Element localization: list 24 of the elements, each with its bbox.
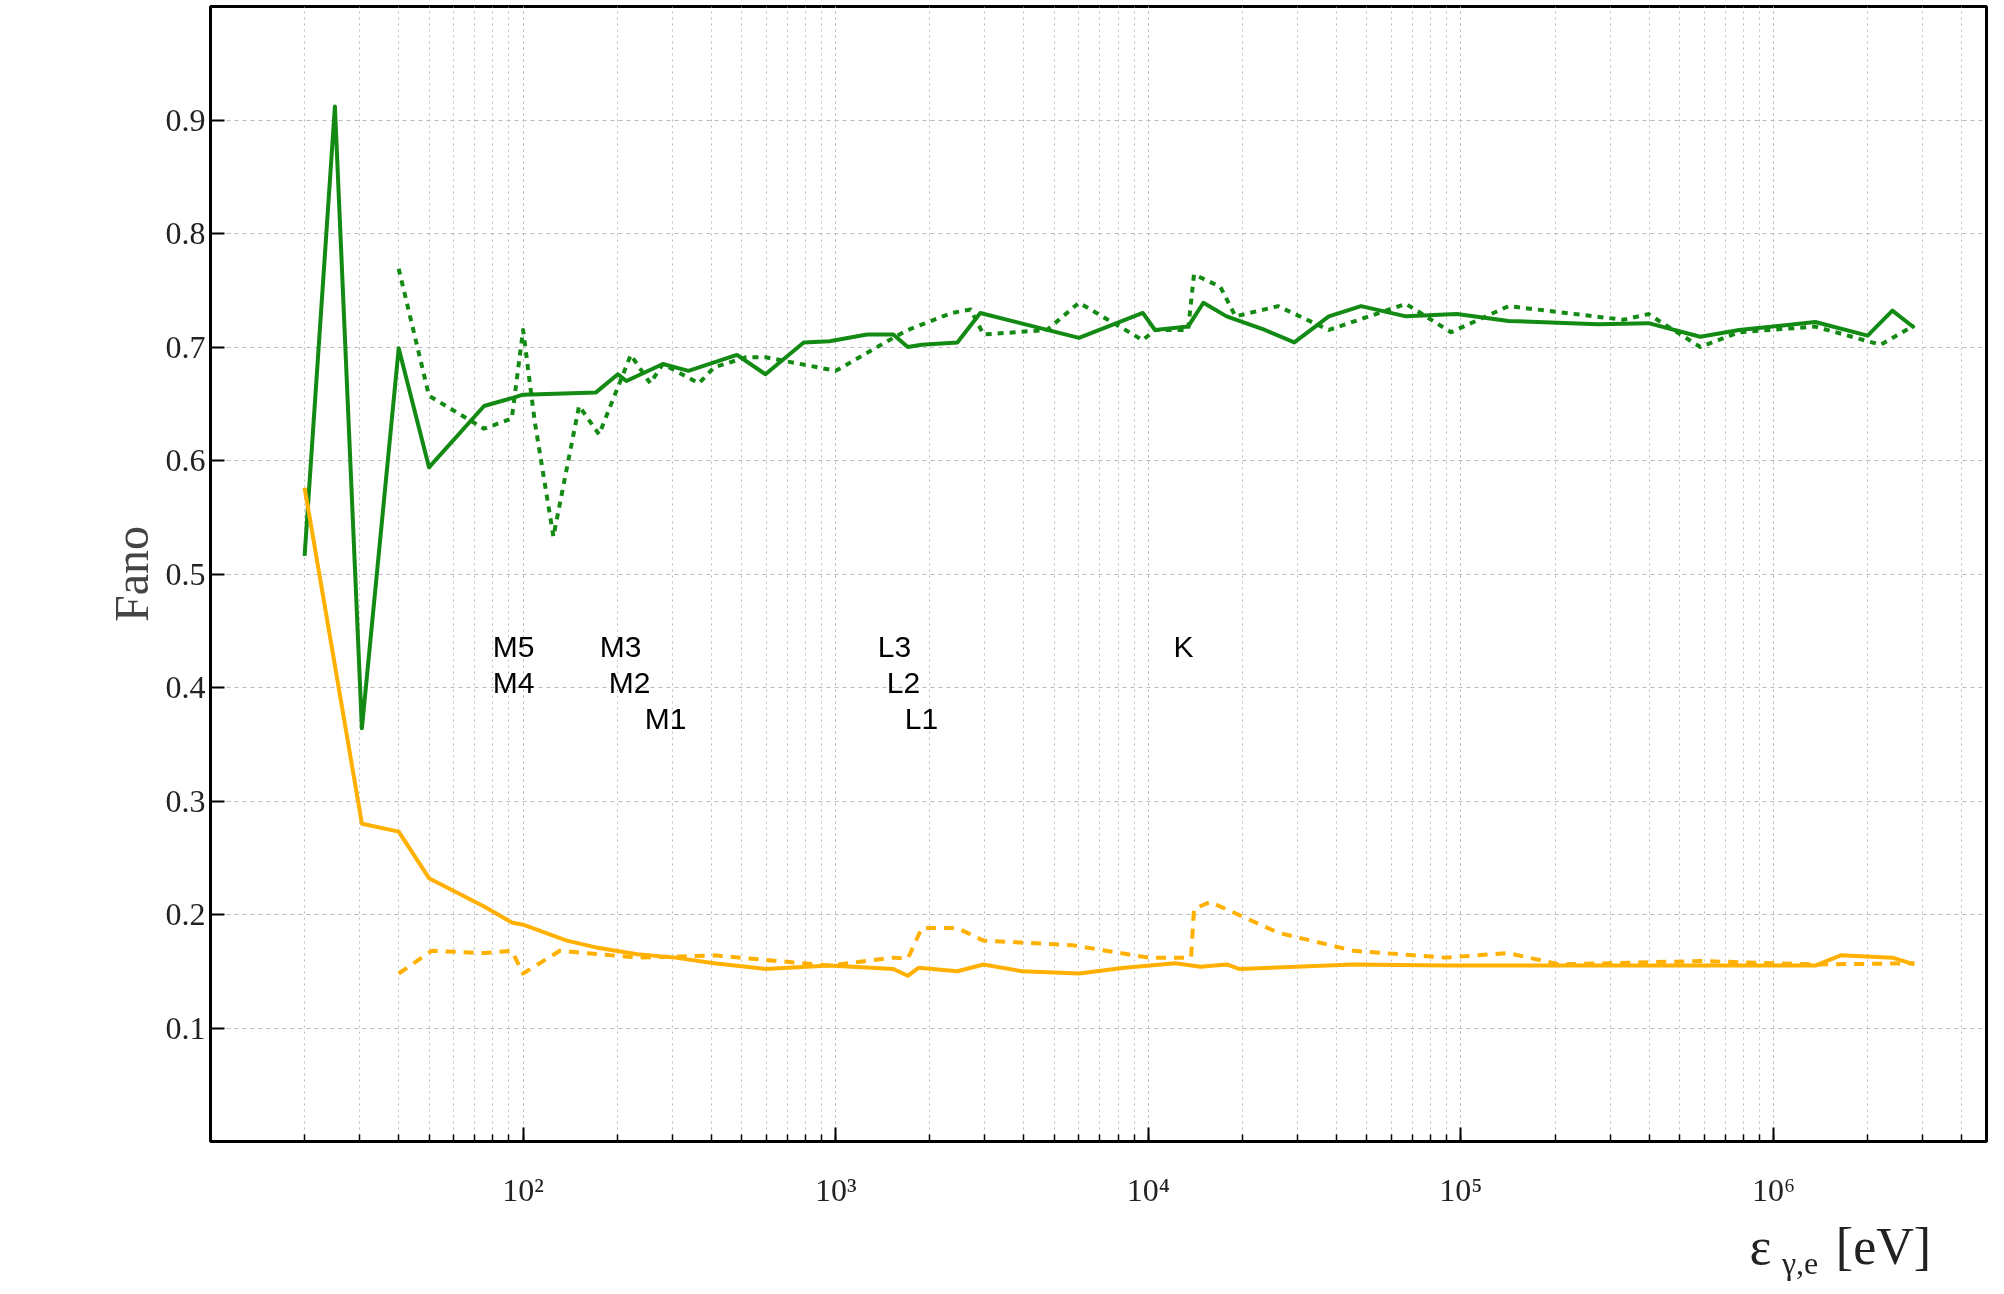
y-tick-label: 0.3 [165,782,206,819]
y-tick-label: 0.4 [165,669,206,705]
annotation: M4 [492,666,535,699]
annotation: M3 [599,630,642,663]
y-tick-label: 0.6 [165,442,206,478]
y-tick-label: 0.2 [165,896,206,932]
y-tick-label: 0.1 [165,1009,206,1046]
y-tick-label: 0.5 [165,555,206,592]
y-axis-title: Fano [104,526,158,622]
annotation: L3 [877,630,912,663]
annotation: M1 [644,702,687,735]
annotation: L1 [904,702,939,735]
annotation: M5 [492,630,535,663]
x-tick-label: 10⁴ [1126,1171,1170,1208]
y-tick-label: 0.9 [165,101,206,138]
x-tick-label: 10⁶ [1751,1171,1796,1208]
x-tick-label: 10⁵ [1439,1171,1483,1208]
y-tick-label: 0.8 [165,215,206,251]
x-tick-label: 10² [502,1171,544,1208]
annotation: M2 [608,666,651,699]
annotation: K [1173,630,1194,663]
x-tick-label: 10³ [814,1171,857,1208]
annotation: L2 [886,666,921,699]
y-tick-label: 0.7 [165,328,206,365]
